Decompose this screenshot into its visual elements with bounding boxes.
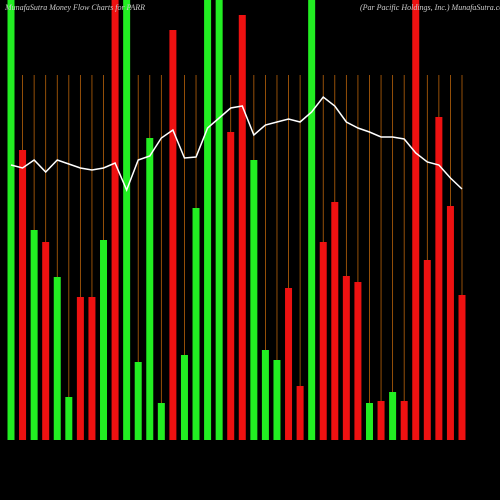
bar — [423, 260, 431, 440]
bar — [400, 401, 408, 440]
bar — [319, 242, 327, 440]
chart-title: MunafaSutra Money Flow Charts for PARR — [4, 3, 145, 12]
bar — [446, 206, 454, 440]
bar — [7, 0, 15, 440]
bar — [111, 0, 119, 440]
bar — [100, 240, 108, 440]
bar — [19, 150, 27, 440]
price-line — [10, 95, 463, 192]
bar — [146, 138, 154, 440]
bar — [169, 30, 177, 440]
bar — [123, 0, 131, 440]
bar — [261, 350, 269, 440]
bar — [285, 288, 293, 440]
bar — [192, 208, 200, 440]
bar — [204, 0, 212, 440]
bar — [412, 0, 420, 440]
bar — [435, 117, 443, 440]
bar — [157, 403, 165, 440]
bar — [180, 355, 188, 440]
bar — [227, 132, 235, 440]
bar — [331, 202, 339, 440]
bar — [76, 297, 84, 440]
bar — [296, 386, 304, 440]
bar — [65, 397, 73, 440]
bar — [377, 401, 385, 440]
bar — [458, 295, 466, 440]
bar — [365, 403, 373, 440]
bar — [273, 360, 281, 440]
bar — [342, 276, 350, 440]
bar — [389, 392, 397, 440]
chart-subtitle: (Par Pacific Holdings, Inc.) MunafaSutra… — [360, 3, 500, 12]
bar — [30, 230, 38, 440]
bar — [42, 242, 50, 440]
bar — [308, 0, 316, 440]
bar — [215, 0, 223, 440]
bar — [238, 15, 246, 440]
bar — [250, 160, 258, 440]
bar — [53, 277, 61, 440]
bar — [88, 297, 96, 440]
bar — [134, 362, 142, 440]
bar — [354, 282, 362, 440]
